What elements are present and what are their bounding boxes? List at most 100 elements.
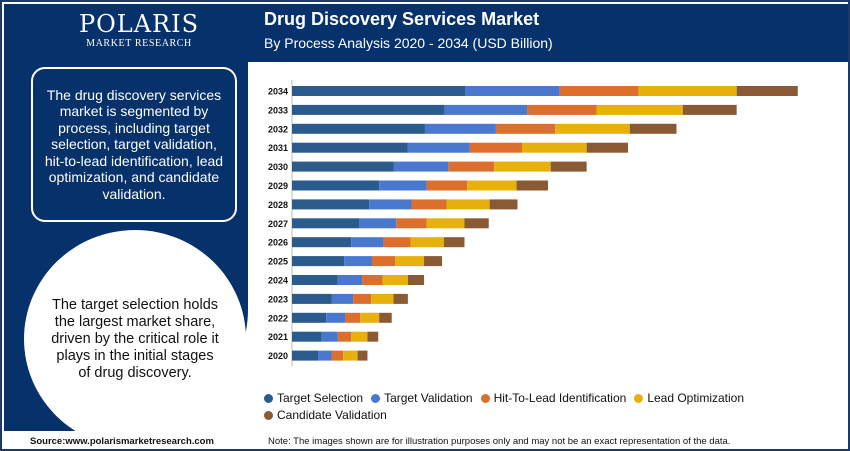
bar-2031-series-0 [292,142,408,153]
bar-2033-series-3 [596,104,683,115]
left-panel: POLARIS MARKET RESEARCH The drug discove… [4,4,248,448]
bar-2031-series-4 [586,142,628,153]
bar-2034-series-0 [292,86,466,96]
bar-2024-series-3 [382,275,408,285]
chart-legend: Target Selection Target Validation Hit-To-… [264,390,844,424]
legend-label-3: Lead Optimization [647,391,745,405]
y-tick-label-2034: 2034 [268,87,288,97]
bar-2023-series-0 [292,293,332,304]
bar-2026-series-4 [443,237,465,248]
bar-2028-series-4 [489,199,518,210]
bar-2034-series-4 [736,86,798,96]
bar-2031-series-2 [469,142,522,153]
segmentation-text-box: The drug discovery services market is se… [31,67,237,222]
bar-2032-series-1 [424,123,496,134]
bar-2023-series-1 [331,293,354,304]
legend-marker-1 [371,394,381,403]
chart-title: Drug Discovery Services Market [264,9,540,29]
bar-2021-series-4 [367,331,379,342]
bar-2027-series-0 [292,218,360,229]
footer: Source:www.polarismarketresearch.com Not… [4,431,848,449]
legend-marker-3 [634,394,644,403]
bar-2020-series-3 [343,350,358,361]
bar-2024-series-0 [292,275,338,285]
bar-2029-series-0 [292,180,380,191]
legend-label-4: Candidate Validation [277,408,387,422]
logo-subtitle: MARKET RESEARCH [86,38,192,49]
y-tick-label-2029: 2029 [268,181,288,191]
bar-2022-series-0 [292,312,327,323]
header: Drug Discovery Services Market By Proces… [264,8,553,51]
bar-2020-series-0 [292,350,319,361]
bar-2034-series-2 [559,86,639,96]
y-tick-label-2032: 2032 [268,124,288,134]
y-tick-label-2021: 2021 [268,332,288,342]
bar-2031-series-3 [521,142,587,153]
y-tick-label-2028: 2028 [268,200,288,210]
bar-2023-series-4 [393,293,408,304]
y-tick-label-2026: 2026 [268,238,288,248]
bar-2025-series-1 [344,256,372,267]
y-tick-label-2023: 2023 [268,294,288,304]
logo-name: POLARIS [78,10,200,38]
bar-2028-series-3 [446,199,490,210]
legend-item-4: Candidate Validation [264,407,387,424]
bar-2030-series-3 [494,161,551,172]
bar-2024-series-2 [362,275,383,285]
y-tick-label-2024: 2024 [268,276,288,286]
bar-2025-series-2 [371,256,396,267]
bar-2026-series-3 [410,237,444,248]
bar-2026-series-2 [383,237,411,248]
legend-marker-0 [264,394,273,403]
bar-2028-series-2 [411,199,447,210]
y-tick-label-2022: 2022 [268,313,288,323]
bar-2027-series-2 [396,218,427,229]
y-tick-label-2031: 2031 [268,143,288,153]
legend-label-0: Target Selection [277,391,364,405]
segmentation-text: The drug discovery services market is se… [44,86,224,202]
bar-2034-series-3 [638,86,737,96]
bar-2025-series-4 [424,256,443,267]
bar-2022-series-1 [326,312,345,323]
bar-2033-series-0 [292,104,445,115]
bar-2032-series-0 [292,123,425,134]
bar-2029-series-1 [379,180,427,191]
bar-2024-series-1 [337,275,363,285]
bar-2032-series-3 [555,123,630,134]
bar-2028-series-0 [292,199,370,210]
bar-2027-series-1 [359,218,397,229]
bar-2030-series-4 [550,161,587,172]
highlight-text: The target selection holds the largest m… [51,296,219,381]
header-banner [248,4,848,62]
bar-2022-series-2 [345,312,361,323]
bar-2021-series-1 [321,331,338,342]
y-tick-label-2033: 2033 [268,105,288,115]
bar-2026-series-1 [351,237,384,248]
bar-2030-series-2 [448,161,495,172]
bar-2027-series-4 [464,218,489,229]
legend-item-1: Target Validation [371,390,473,407]
legend-item-2: Hit-To-Lead Identification [480,390,627,407]
y-tick-label-2025: 2025 [268,257,288,267]
legend-item-0: Target Selection [264,390,363,407]
legend-label-2: Hit-To-Lead Identification [493,391,627,405]
bar-2027-series-3 [426,218,465,229]
y-tick-label-2020: 2020 [268,351,288,361]
bar-2034-series-1 [465,86,560,96]
bar-2033-series-2 [527,104,597,115]
source-text: Source:www.polarismarketresearch.com [30,436,214,447]
legend-item-3: Lead Optimization [634,390,744,407]
bar-2025-series-3 [395,256,425,267]
bar-2025-series-0 [292,256,345,267]
note-text: Note: The images shown are for illustrat… [268,436,731,447]
highlight-circle: The target selection holds the largest m… [24,230,246,448]
y-tick-label-2027: 2027 [268,219,288,229]
chart-subtitle: By Process Analysis 2020 - 2034 (USD Bil… [264,35,553,51]
bar-2026-series-0 [292,237,352,248]
bar-2020-series-2 [331,350,344,361]
bar-2022-series-3 [360,312,380,323]
logo: POLARIS MARKET RESEARCH [74,10,204,54]
bar-2030-series-0 [292,161,394,172]
y-tick-label-2030: 2030 [268,162,288,172]
